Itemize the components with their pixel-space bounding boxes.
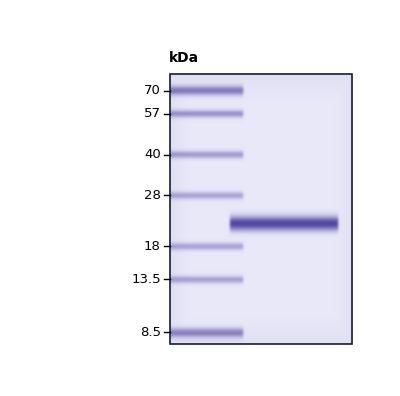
Text: 8.5: 8.5 xyxy=(140,326,161,339)
Text: 13.5: 13.5 xyxy=(131,273,161,286)
Text: 28: 28 xyxy=(144,189,161,202)
Text: 40: 40 xyxy=(144,148,161,161)
Bar xyxy=(170,74,352,344)
Text: kDa: kDa xyxy=(168,51,199,65)
Text: 57: 57 xyxy=(144,107,161,120)
Text: 70: 70 xyxy=(144,84,161,97)
Text: 18: 18 xyxy=(144,240,161,253)
